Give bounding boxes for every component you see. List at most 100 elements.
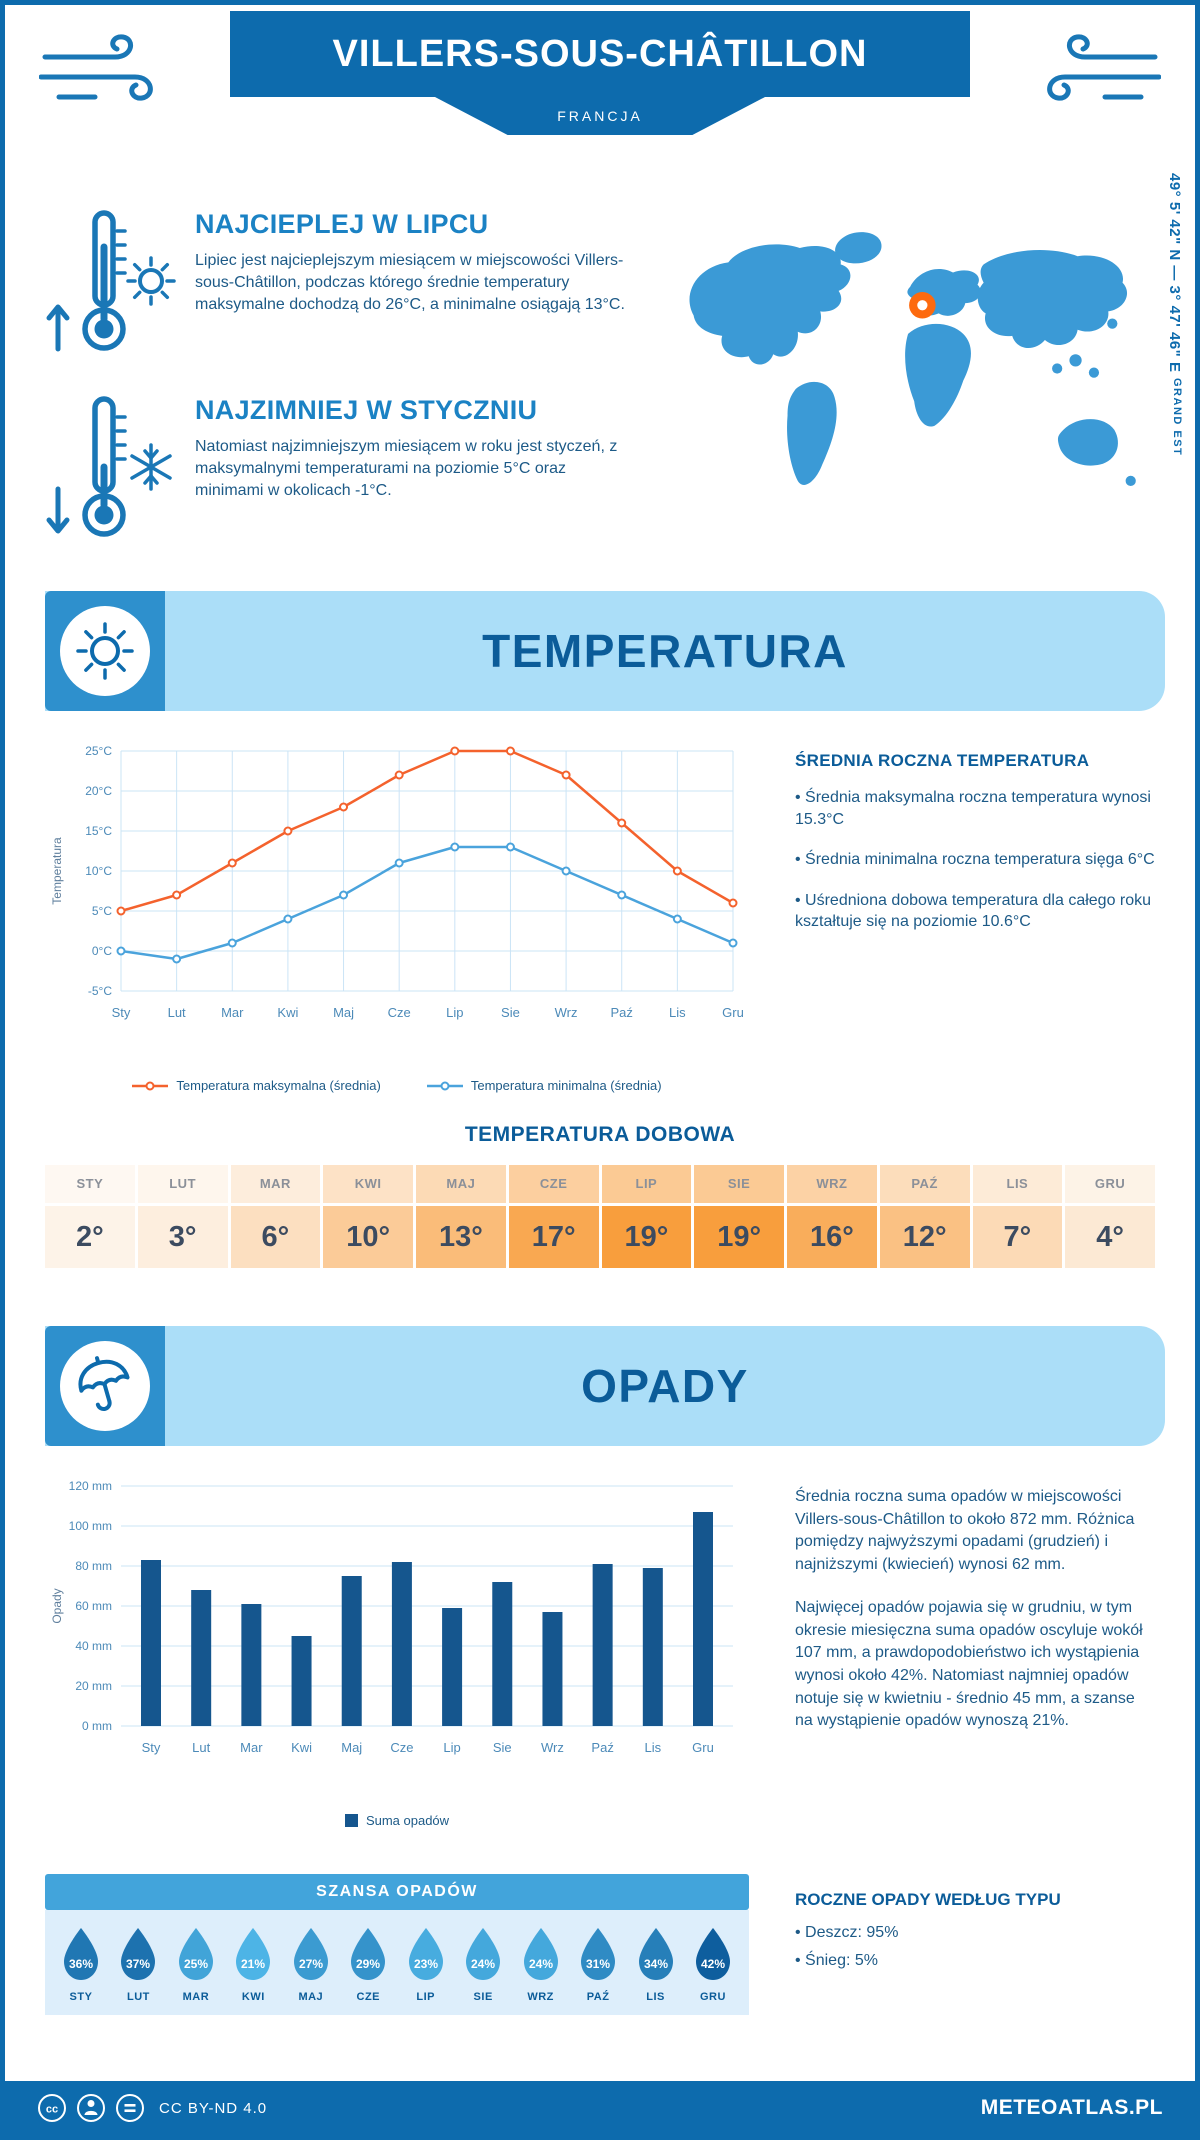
- precipitation-paragraph: Średnia roczna suma opadów w miejscowośc…: [795, 1488, 1135, 1574]
- chance-month-label: MAR: [182, 1991, 210, 2003]
- raindrop-icon: 21%: [236, 1928, 271, 1980]
- svg-text:25%: 25%: [184, 1957, 208, 1971]
- daily-temp-value: 2°: [45, 1206, 135, 1268]
- rain-chance-title: SZANSA OPADÓW: [45, 1874, 749, 1910]
- chance-month-label: LIP: [416, 1991, 436, 2003]
- svg-text:21%: 21%: [241, 1957, 265, 1971]
- legend-item: Suma opadów: [344, 1813, 449, 1828]
- temperature-banner: TEMPERATURA: [45, 591, 1165, 711]
- chance-month-label: PAŹ: [586, 1991, 610, 2003]
- coldest-month-content: NAJZIMNIEJ W STYCZNIU Natomiast najzimni…: [185, 393, 625, 545]
- page-title: VILLERS-SOUS-CHÂTILLON: [230, 11, 970, 97]
- legend-label: Temperatura minimalna (średnia): [470, 1078, 662, 1093]
- world-map-svg: [689, 232, 1136, 486]
- rain-chance-item: 37% LUT: [114, 1926, 162, 2003]
- svg-text:Wrz: Wrz: [555, 1005, 578, 1020]
- daily-temp-column: PAŹ 12°: [879, 1165, 970, 1268]
- precipitation-banner: OPADY: [45, 1326, 1165, 1446]
- svg-text:31%: 31%: [586, 1957, 610, 1971]
- rain-chance-item: 25% MAR: [172, 1926, 220, 2003]
- raindrop-icon: 42%: [695, 1928, 730, 1980]
- legend-line-swatch: [132, 1081, 169, 1090]
- sun-icon: [126, 256, 176, 306]
- legend-item: Temperatura minimalna (średnia): [426, 1078, 662, 1093]
- precipitation-types-bullets: Deszcz: 95% Śnieg: 5%: [795, 1924, 1155, 1970]
- legend-item: Temperatura maksymalna (średnia): [132, 1078, 381, 1093]
- legend-label: Temperatura maksymalna (średnia): [176, 1078, 381, 1093]
- rain-chance-item: 29% CZE: [344, 1926, 392, 2003]
- precipitation-banner-icon-box: [45, 1326, 165, 1446]
- temperature-banner-icon-circle: [60, 606, 150, 696]
- daily-temp-column: LIP 19°: [601, 1165, 692, 1268]
- bullet-item: Śnieg: 5%: [795, 1952, 1155, 1970]
- daily-month-label: WRZ: [787, 1165, 877, 1203]
- thermometer-cold-icon: [82, 396, 127, 537]
- daily-month-label: GRU: [1065, 1165, 1155, 1203]
- svg-text:Lip: Lip: [446, 1005, 463, 1020]
- license-text: CC BY-ND 4.0: [159, 2099, 268, 2117]
- brand-text: METEOATLAS.PL: [980, 2096, 1163, 2119]
- raindrop-icon: 24%: [466, 1928, 501, 1980]
- svg-text:20°C: 20°C: [85, 784, 112, 798]
- rain-chance-item: 24% SIE: [459, 1926, 507, 2003]
- temperature-line-chart: -5°C 0°C 5°C 10°C 15°C 20°C 25°C Temperatura Sty…: [50, 744, 744, 1020]
- daily-temperature-table: STY 2° LUT 3° MAR 6° KWI 10° MAJ 13° CZE 17° LIP 19° S…: [45, 1165, 1155, 1268]
- annual-temperature-bullets: Średnia maksymalna roczna temperatura wy…: [795, 787, 1155, 933]
- bullet-item: Uśredniona dobowa temperatura dla całego…: [795, 890, 1155, 933]
- rain-chance-item: 36% STY: [57, 1926, 105, 2003]
- bullet-item: Deszcz: 95%: [795, 1924, 1155, 1942]
- chance-month-label: LUT: [127, 1991, 150, 2003]
- precipitation-types-heading: ROCZNE OPADY WEDŁUG TYPU: [795, 1890, 1061, 1909]
- svg-text:Gru: Gru: [722, 1005, 744, 1020]
- license-icons: cc: [37, 2093, 145, 2123]
- precipitation-chart-column: 0 mm 20 mm 40 mm 60 mm 80 mm 100 mm 120 mm Opad…: [45, 1472, 749, 1828]
- rain-chance-item: 42% GRU: [689, 1926, 737, 2003]
- svg-text:Sty: Sty: [112, 1005, 131, 1020]
- temperature-chart-legend: Temperatura maksymalna (średnia) Temperat…: [45, 1078, 749, 1093]
- chance-month-label: LIS: [646, 1991, 665, 2003]
- daily-temp-value: 4°: [1065, 1206, 1155, 1268]
- warmest-month-heading: NAJCIEPLEJ W LIPCU: [195, 209, 489, 239]
- rain-chance-item: 27% MAJ: [287, 1926, 335, 2003]
- title-ribbon: VILLERS-SOUS-CHÂTILLON FRANCJA: [230, 11, 970, 135]
- svg-text:Mar: Mar: [240, 1740, 263, 1755]
- daily-temp-column: LIS 7°: [972, 1165, 1063, 1268]
- temperature-chart-row: -5°C 0°C 5°C 10°C 15°C 20°C 25°C Temperatura Sty…: [5, 711, 1195, 1093]
- cc-icon: cc: [38, 2094, 66, 2122]
- rain-chance-row: SZANSA OPADÓW 36% STY 37% LUT 25% MAR 21% KWI 27…: [5, 1874, 1195, 2015]
- svg-text:-5°C: -5°C: [88, 984, 112, 998]
- daily-month-label: MAJ: [416, 1165, 506, 1203]
- daily-temp-value: 13°: [416, 1206, 506, 1268]
- daily-temp-value: 17°: [508, 1206, 599, 1268]
- daily-temp-value: 19°: [694, 1206, 784, 1268]
- svg-text:Sie: Sie: [501, 1005, 520, 1020]
- svg-text:27%: 27%: [299, 1957, 323, 1971]
- rain-chance-column: SZANSA OPADÓW 36% STY 37% LUT 25% MAR 21% KWI 27…: [45, 1874, 749, 2015]
- world-map: [665, 203, 1145, 533]
- coldest-month-text: Natomiast najzimniejszym miesiącem w rok…: [195, 438, 618, 500]
- svg-text:Maj: Maj: [341, 1740, 362, 1755]
- temperature-section-title: TEMPERATURA: [482, 625, 848, 677]
- region-text: GRAND EST: [1171, 378, 1183, 457]
- raindrop-icon: 27%: [293, 1928, 328, 1980]
- svg-text:cc: cc: [46, 2104, 58, 2116]
- temperature-side-column: ŚREDNIA ROCZNA TEMPERATURA Średnia maksy…: [749, 737, 1155, 1093]
- svg-text:Lip: Lip: [443, 1740, 460, 1755]
- precipitation-bar-chart: 0 mm 20 mm 40 mm 60 mm 80 mm 100 mm 120 mm Opad…: [50, 1479, 733, 1755]
- coldest-month-heading: NAJZIMNIEJ W STYCZNIU: [195, 395, 538, 425]
- svg-text:37%: 37%: [126, 1957, 150, 1971]
- daily-temp-column: MAR 6°: [230, 1165, 321, 1268]
- svg-text:100 mm: 100 mm: [69, 1519, 112, 1533]
- precipitation-types-column: ROCZNE OPADY WEDŁUG TYPU Deszcz: 95% Śnie…: [749, 1874, 1155, 2015]
- svg-text:Paź: Paź: [591, 1740, 613, 1755]
- precipitation-chart-row: 0 mm 20 mm 40 mm 60 mm 80 mm 100 mm 120 mm Opad…: [5, 1446, 1195, 1828]
- raindrop-icon: 24%: [523, 1928, 558, 1980]
- cold-icon-cluster: [45, 393, 185, 545]
- coldest-month-block: NAJZIMNIEJ W STYCZNIU Natomiast najzimni…: [45, 393, 665, 545]
- svg-text:5°C: 5°C: [92, 904, 112, 918]
- precipitation-side-column: Średnia roczna suma opadów w miejscowośc…: [749, 1472, 1155, 1828]
- svg-text:10°C: 10°C: [85, 864, 112, 878]
- legend-square-swatch: [344, 1814, 358, 1827]
- coordinates-block: 49° 5' 42" N — 3° 47' 46" E GRAND EST: [1166, 173, 1183, 457]
- daily-temp-value: 12°: [879, 1206, 970, 1268]
